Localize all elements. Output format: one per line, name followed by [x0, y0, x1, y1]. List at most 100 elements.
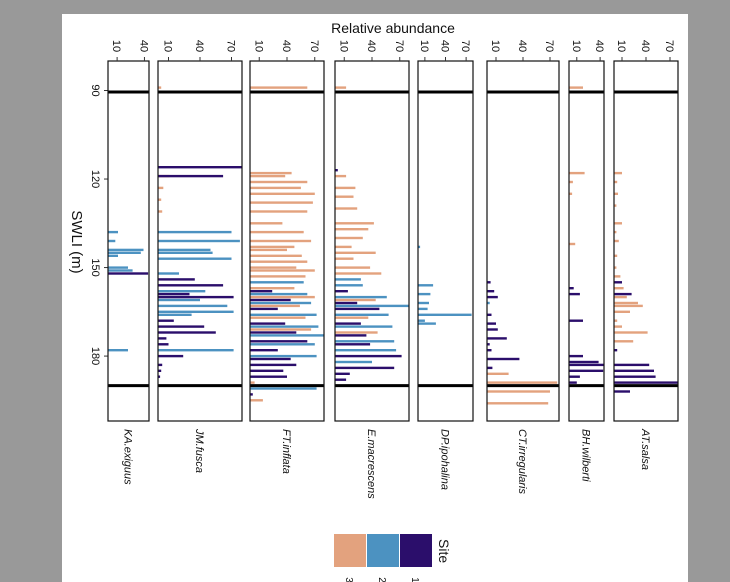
bar-site-1 — [569, 381, 577, 384]
bar-site-3 — [614, 304, 643, 308]
legend-label: 2 — [376, 577, 387, 582]
bar-site-1 — [487, 281, 491, 284]
bar-site-1 — [614, 390, 630, 393]
panel-name: KA.exiguus — [122, 429, 134, 485]
bar-site-2 — [108, 349, 128, 352]
x-tick-label: 70 — [393, 40, 405, 52]
bar-site-1 — [335, 366, 395, 370]
bar-site-3 — [335, 298, 376, 302]
bar-site-1 — [108, 272, 149, 275]
bar-site-3 — [487, 372, 509, 375]
bar-site-3 — [614, 295, 627, 299]
bar-site-3 — [614, 171, 622, 175]
x-tick-label: 40 — [639, 40, 651, 52]
legend-key-site-2 — [367, 534, 399, 567]
bar-site-1 — [487, 337, 507, 340]
panel-name: AT.salsa — [639, 428, 651, 470]
bar-site-3 — [250, 254, 302, 257]
x-tick-label: 10 — [110, 40, 122, 52]
bar-site-2 — [250, 334, 324, 337]
bar-site-3 — [569, 86, 583, 89]
panel-name: BH.wilberti — [580, 429, 592, 482]
bar-site-1 — [158, 319, 174, 322]
bar-site-1 — [487, 322, 496, 325]
bar-site-2 — [158, 230, 232, 234]
bar-site-1 — [569, 363, 604, 367]
bar-site-2 — [418, 313, 472, 316]
bar-site-1 — [487, 349, 492, 352]
x-tick-label: 10 — [418, 40, 430, 52]
bar-site-3 — [158, 210, 163, 213]
bar-site-1 — [335, 169, 338, 172]
figure-page: Relative abundance SWLI (m) 90 120 150 180 … — [62, 14, 688, 582]
bar-site-1 — [487, 343, 490, 346]
bar-site-3 — [250, 239, 312, 243]
bar-site-1 — [250, 322, 286, 325]
bar-site-3 — [569, 171, 585, 175]
bar-site-3 — [250, 295, 315, 299]
bar-site-2 — [250, 343, 315, 346]
bar-site-3 — [250, 201, 313, 204]
y-tick-label: 180 — [89, 347, 101, 365]
bar-site-2 — [335, 304, 409, 308]
bar-site-1 — [335, 354, 402, 358]
x-tick-label: 70 — [663, 40, 675, 52]
bar-site-3 — [614, 204, 617, 207]
bar-site-2 — [250, 281, 304, 284]
panel-dp-ipohalina: 10 40 70 DP.ipohalina — [417, 40, 474, 490]
bar-site-3 — [614, 287, 624, 290]
x-tick-label: 70 — [308, 40, 320, 52]
bar-site-3 — [335, 316, 369, 319]
x-tick-label: 40 — [280, 40, 292, 52]
bar-site-3 — [614, 266, 617, 269]
panel-jm-fusca: 10 40 70 JM.fusca — [157, 40, 243, 473]
bar-site-1 — [250, 298, 291, 302]
y-tick-label: 120 — [89, 170, 101, 188]
bar-site-3 — [335, 86, 347, 89]
bar-site-3 — [250, 245, 295, 249]
bar-site-3 — [250, 260, 308, 263]
bar-site-2 — [158, 310, 234, 313]
bar-site-1 — [335, 372, 350, 375]
bar-site-2 — [250, 325, 319, 328]
x-tick-label: 40 — [137, 40, 149, 52]
panel-name: E.macrescens — [365, 429, 377, 499]
panel-name: DP.ipohalina — [439, 429, 451, 490]
bar-site-2 — [335, 340, 395, 343]
x-tick-label: 40 — [516, 40, 528, 52]
bar-site-2 — [335, 360, 372, 364]
bar-site-1 — [614, 292, 632, 296]
bar-site-1 — [487, 295, 498, 299]
x-tick-label: 10 — [252, 40, 264, 52]
bar-site-2 — [418, 307, 428, 311]
bar-site-3 — [614, 340, 634, 343]
x-tick-label: 10 — [337, 40, 349, 52]
bar-site-2 — [418, 319, 425, 322]
bar-site-3 — [335, 222, 374, 225]
bar-site-3 — [614, 331, 648, 334]
panel-frame — [486, 60, 560, 422]
bar-site-3 — [614, 325, 622, 328]
bar-site-1 — [158, 369, 162, 372]
legend-title: Site — [436, 539, 452, 563]
x-tick-label: 10 — [162, 40, 174, 52]
bar-site-3 — [250, 266, 297, 269]
bar-site-3 — [335, 207, 358, 210]
bar-site-2 — [108, 230, 118, 234]
bar-site-2 — [158, 304, 228, 308]
panel-frame — [613, 60, 679, 422]
bar-site-2 — [158, 349, 234, 352]
x-tick-label: 70 — [225, 40, 237, 52]
x-tick-label: 70 — [543, 40, 555, 52]
bar-site-2 — [250, 387, 317, 390]
bar-site-1 — [158, 174, 224, 178]
panel-name: JM.fusca — [193, 428, 205, 473]
bar-site-3 — [250, 192, 315, 195]
bar-site-1 — [250, 349, 278, 352]
bar-site-2 — [335, 349, 397, 352]
bar-site-2 — [158, 257, 232, 260]
bar-site-3 — [250, 210, 308, 213]
bar-site-1 — [250, 290, 273, 293]
bar-site-1 — [158, 325, 205, 328]
bar-site-1 — [250, 331, 297, 334]
